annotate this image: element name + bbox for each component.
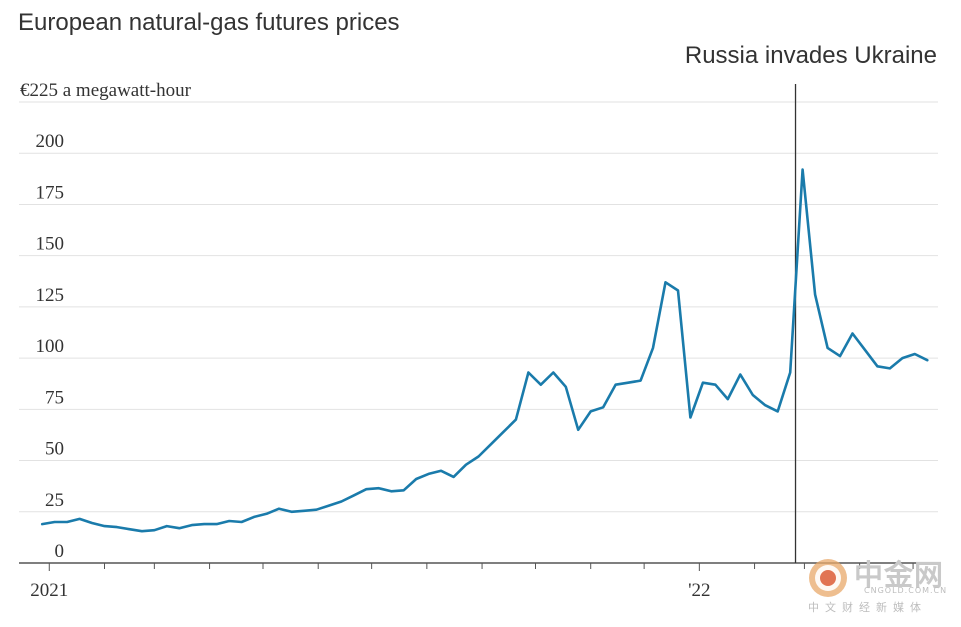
- y-tick-label-150: 150: [36, 234, 65, 255]
- grid-lines: [19, 101, 938, 513]
- x-tick-label-2021: 2021: [30, 580, 68, 601]
- y-tick-label-125: 125: [36, 285, 65, 306]
- y-tick-label-0: 0: [55, 541, 65, 562]
- y-tick-labels: 0 25 50 75 100 125 150 175 200: [36, 131, 65, 562]
- y-tick-label-200: 200: [36, 131, 65, 152]
- watermark-domain: CNGOLD.COM.CN: [864, 586, 948, 595]
- x-tick-label-'22: '22: [688, 580, 710, 601]
- y-tick-label-100: 100: [36, 336, 65, 357]
- x-axis: 2021 '22: [19, 562, 938, 601]
- y-tick-label-175: 175: [36, 182, 65, 203]
- series-group: [40, 168, 929, 533]
- y-tick-label-50: 50: [45, 439, 64, 460]
- watermark-brand: 中金网: [854, 558, 945, 592]
- watermark: 中金网 CNGOLD.COM.CN 中文财经新媒体: [806, 552, 956, 618]
- y-tick-label-25: 25: [45, 490, 64, 511]
- watermark-subtitle: 中文财经新媒体: [808, 601, 927, 614]
- chart-title: European natural-gas futures prices: [18, 9, 400, 36]
- watermark-logo-icon: [809, 559, 847, 597]
- annotation-label: Russia invades Ukraine: [684, 42, 937, 69]
- series-line-0: [40, 168, 929, 533]
- y-tick-label-75: 75: [45, 387, 64, 408]
- y-axis-unit-label: €225 a megawatt-hour: [20, 80, 191, 101]
